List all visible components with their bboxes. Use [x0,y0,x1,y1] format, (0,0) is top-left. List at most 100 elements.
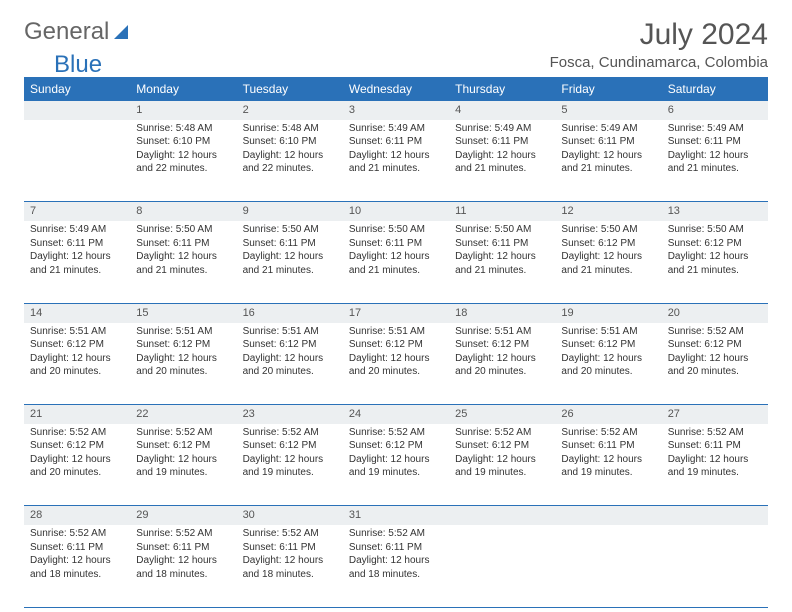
sunset-text: Sunset: 6:11 PM [243,237,337,251]
day-number-cell [662,506,768,525]
day-number-cell: 6 [662,101,768,120]
day-header: Friday [555,78,661,101]
day-number-cell: 1 [130,101,236,120]
sunset-text: Sunset: 6:11 PM [561,135,655,149]
day-number-cell: 11 [449,202,555,221]
day-content-cell [555,525,661,607]
sunrise-text: Sunrise: 5:51 AM [136,325,230,339]
daylight-text: Daylight: 12 hours and 21 minutes. [349,250,443,277]
sunset-text: Sunset: 6:11 PM [668,135,762,149]
day-content-cell: Sunrise: 5:52 AMSunset: 6:12 PMDaylight:… [24,424,130,506]
logo-sail-icon [111,21,133,43]
day-number-cell: 16 [237,303,343,322]
sunset-text: Sunset: 6:12 PM [243,439,337,453]
day-number-row: 14151617181920 [24,303,768,322]
sunrise-text: Sunrise: 5:52 AM [30,426,124,440]
logo-text-blue: Blue [54,51,102,79]
day-number-cell: 31 [343,506,449,525]
sunrise-text: Sunrise: 5:52 AM [455,426,549,440]
day-content-cell: Sunrise: 5:52 AMSunset: 6:12 PMDaylight:… [343,424,449,506]
sunset-text: Sunset: 6:12 PM [561,237,655,251]
day-number-cell: 19 [555,303,661,322]
day-number-cell: 10 [343,202,449,221]
sunrise-text: Sunrise: 5:51 AM [455,325,549,339]
daylight-text: Daylight: 12 hours and 20 minutes. [136,352,230,379]
daylight-text: Daylight: 12 hours and 18 minutes. [30,554,124,581]
day-number-cell: 5 [555,101,661,120]
daylight-text: Daylight: 12 hours and 21 minutes. [561,149,655,176]
day-content-cell: Sunrise: 5:52 AMSunset: 6:11 PMDaylight:… [237,525,343,607]
day-number-row: 123456 [24,101,768,120]
sunset-text: Sunset: 6:11 PM [30,237,124,251]
daylight-text: Daylight: 12 hours and 21 minutes. [243,250,337,277]
day-content-cell: Sunrise: 5:52 AMSunset: 6:11 PMDaylight:… [24,525,130,607]
day-header: Thursday [449,78,555,101]
sunset-text: Sunset: 6:11 PM [455,135,549,149]
daylight-text: Daylight: 12 hours and 20 minutes. [455,352,549,379]
sunrise-text: Sunrise: 5:48 AM [243,122,337,136]
sunrise-text: Sunrise: 5:50 AM [455,223,549,237]
daylight-text: Daylight: 12 hours and 21 minutes. [349,149,443,176]
day-number-row: 21222324252627 [24,405,768,424]
sunrise-text: Sunrise: 5:51 AM [349,325,443,339]
day-number-cell: 17 [343,303,449,322]
daylight-text: Daylight: 12 hours and 20 minutes. [243,352,337,379]
sunrise-text: Sunrise: 5:50 AM [349,223,443,237]
sunset-text: Sunset: 6:12 PM [349,439,443,453]
day-number-cell [555,506,661,525]
day-content-cell: Sunrise: 5:48 AMSunset: 6:10 PMDaylight:… [237,120,343,202]
sunrise-text: Sunrise: 5:50 AM [668,223,762,237]
sunset-text: Sunset: 6:12 PM [455,338,549,352]
sunset-text: Sunset: 6:11 PM [561,439,655,453]
day-number-cell: 4 [449,101,555,120]
sunset-text: Sunset: 6:11 PM [349,135,443,149]
day-content-cell: Sunrise: 5:52 AMSunset: 6:12 PMDaylight:… [662,323,768,405]
sunrise-text: Sunrise: 5:52 AM [349,426,443,440]
day-number-cell: 22 [130,405,236,424]
day-content-row: Sunrise: 5:51 AMSunset: 6:12 PMDaylight:… [24,323,768,405]
sunset-text: Sunset: 6:11 PM [349,541,443,555]
sunrise-text: Sunrise: 5:52 AM [243,426,337,440]
sunset-text: Sunset: 6:11 PM [30,541,124,555]
day-number-cell: 8 [130,202,236,221]
day-content-cell: Sunrise: 5:49 AMSunset: 6:11 PMDaylight:… [24,221,130,303]
location: Fosca, Cundinamarca, Colombia [550,54,768,71]
day-content-cell: Sunrise: 5:52 AMSunset: 6:11 PMDaylight:… [343,525,449,607]
daylight-text: Daylight: 12 hours and 19 minutes. [561,453,655,480]
daylight-text: Daylight: 12 hours and 21 minutes. [30,250,124,277]
sunset-text: Sunset: 6:12 PM [561,338,655,352]
sunrise-text: Sunrise: 5:49 AM [349,122,443,136]
daylight-text: Daylight: 12 hours and 20 minutes. [561,352,655,379]
sunset-text: Sunset: 6:11 PM [455,237,549,251]
daylight-text: Daylight: 12 hours and 19 minutes. [136,453,230,480]
day-header: Monday [130,78,236,101]
day-content-cell: Sunrise: 5:48 AMSunset: 6:10 PMDaylight:… [130,120,236,202]
daylight-text: Daylight: 12 hours and 19 minutes. [243,453,337,480]
sunset-text: Sunset: 6:10 PM [136,135,230,149]
sunset-text: Sunset: 6:11 PM [668,439,762,453]
title-block: July 2024 Fosca, Cundinamarca, Colombia [550,18,768,71]
sunset-text: Sunset: 6:11 PM [349,237,443,251]
daylight-text: Daylight: 12 hours and 18 minutes. [136,554,230,581]
day-number-cell: 24 [343,405,449,424]
day-content-cell: Sunrise: 5:49 AMSunset: 6:11 PMDaylight:… [343,120,449,202]
sunrise-text: Sunrise: 5:51 AM [561,325,655,339]
day-content-row: Sunrise: 5:52 AMSunset: 6:11 PMDaylight:… [24,525,768,607]
day-content-cell: Sunrise: 5:51 AMSunset: 6:12 PMDaylight:… [130,323,236,405]
sunset-text: Sunset: 6:12 PM [30,338,124,352]
day-content-cell [662,525,768,607]
sunset-text: Sunset: 6:12 PM [136,338,230,352]
day-number-cell: 28 [24,506,130,525]
day-content-cell: Sunrise: 5:52 AMSunset: 6:12 PMDaylight:… [237,424,343,506]
sunset-text: Sunset: 6:12 PM [349,338,443,352]
day-content-cell: Sunrise: 5:51 AMSunset: 6:12 PMDaylight:… [343,323,449,405]
day-content-cell [24,120,130,202]
day-content-cell: Sunrise: 5:52 AMSunset: 6:12 PMDaylight:… [130,424,236,506]
daylight-text: Daylight: 12 hours and 18 minutes. [349,554,443,581]
calendar-table: Sunday Monday Tuesday Wednesday Thursday… [24,77,768,608]
sunrise-text: Sunrise: 5:51 AM [30,325,124,339]
daylight-text: Daylight: 12 hours and 21 minutes. [561,250,655,277]
sunrise-text: Sunrise: 5:49 AM [561,122,655,136]
logo-text-general: General [24,18,109,46]
sunrise-text: Sunrise: 5:50 AM [561,223,655,237]
